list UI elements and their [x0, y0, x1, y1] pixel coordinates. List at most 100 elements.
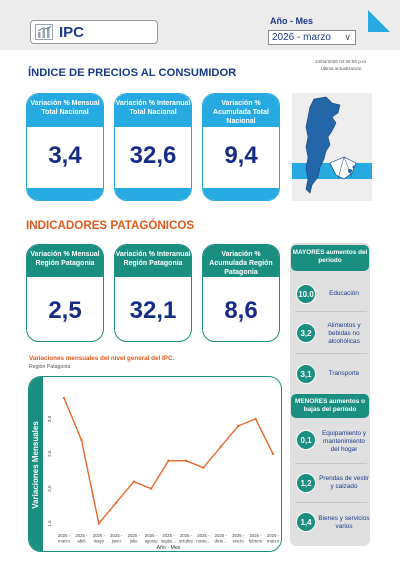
mayores-value-0: 10.0	[296, 284, 316, 304]
x-tick-label: febrero	[249, 539, 263, 544]
divider	[295, 463, 367, 464]
data-point	[236, 424, 240, 428]
timestamp-label: Última actualización	[320, 66, 362, 71]
timestamp: 14/04/2026 04:25:56 p.m.	[314, 59, 368, 64]
data-point	[219, 445, 222, 448]
chart-subtitle: Región Patagonia	[29, 364, 71, 370]
patagonia-title: INDICADORES PATAGÓNICOS	[26, 219, 195, 232]
x-tick-label: marzo	[58, 539, 71, 544]
mayores-value-2: 3,1	[296, 364, 316, 384]
mayores-label-0: Educación	[329, 290, 359, 297]
corner-decoration	[368, 10, 390, 32]
x-tick-label: 2025 -	[58, 533, 71, 538]
kpi-accumulated-patagonia: Variación % Acumulada Región Patagonia 8…	[202, 244, 280, 342]
mayores-header: MAYORES aumentos del período	[291, 245, 369, 271]
x-tick-label: 2025 -	[145, 533, 158, 538]
data-point	[167, 459, 170, 462]
logo-text: IPC	[59, 23, 85, 41]
kpi-label: Variación % Mensual Región Patagonia	[27, 245, 103, 277]
kpi-monthly-national: Variación % Mensual Total Nacional 3,4	[26, 93, 104, 201]
x-tick-label: septie...	[161, 539, 176, 544]
kpi-label: Variación % Acumulada Total Nacional	[203, 94, 279, 127]
kpi-value: 32,1	[129, 297, 177, 324]
x-tick-label: agosto	[145, 539, 159, 544]
x-tick-label: enero	[233, 539, 245, 544]
y-tick-label: 3,0	[47, 415, 52, 422]
data-point	[184, 459, 188, 462]
mayores-value-1: 3,2	[296, 323, 316, 343]
x-tick-label: 2026 -	[232, 533, 245, 538]
x-tick-label: 2025 -	[215, 533, 228, 538]
x-tick-label: novie...	[196, 539, 210, 544]
kpi-value: 9,4	[224, 142, 258, 169]
kpi-label: Variación % Interanual Total Nacional	[115, 94, 191, 127]
chart-card: Variaciones Mensuales 1,5 2,0 2,5 3,0 2025 -m…	[28, 376, 282, 552]
x-axis-label: Año - Mes	[157, 545, 181, 551]
kpi-accumulated-national: Variación % Acumulada Total Nacional 9,4	[202, 93, 280, 201]
x-tick-label: julio	[129, 539, 138, 544]
kpi-label: Variación % Interanual Región Patagonia	[115, 245, 191, 277]
kpi-label: Variación % Mensual Total Nacional	[27, 94, 103, 127]
data-point	[115, 501, 118, 504]
x-tick-label: marzo	[267, 539, 280, 544]
period-select[interactable]: 2026 - marzo ∨	[268, 30, 356, 45]
x-tick-label: 2025 -	[75, 533, 88, 538]
kpi-value: 3,4	[48, 142, 82, 169]
x-tick-label: abril	[77, 539, 85, 544]
x-tick-label: 2025 -	[162, 533, 175, 538]
argentina-map-icon	[292, 96, 372, 194]
chevron-down-icon: ∨	[344, 32, 351, 42]
menores-header: MENORES aumentos o bajas del período	[291, 394, 369, 418]
x-tick-label: 2025 -	[128, 533, 141, 538]
menores-label-0: Equipamiento y mantenimiento del hogar	[321, 430, 367, 453]
mayores-label-1: Alimentos y bebidas no alcohólicas	[327, 322, 361, 345]
y-axis-band	[29, 377, 43, 551]
x-tick-label: 2025 -	[180, 533, 193, 538]
kpi-value: 8,6	[224, 297, 258, 324]
x-tick-label: 2026 -	[249, 533, 262, 538]
data-point	[254, 417, 257, 421]
last-update: 14/04/2026 04:25:56 p.m. Última actualiz…	[300, 58, 382, 72]
kpi-label: Variación % Acumulada Región Patagonia	[203, 245, 279, 277]
divider	[295, 502, 367, 503]
x-tick-label: 2026 -	[267, 533, 280, 538]
kpi-interannual-national: Variación % Interanual Total Nacional 32…	[114, 93, 192, 201]
data-point	[97, 522, 101, 525]
menores-value-0: 0,1	[296, 430, 316, 450]
kpi-value: 32,6	[129, 142, 177, 169]
national-title: ÍNDICE DE PRECIOS AL CONSUMIDOR	[28, 67, 237, 79]
divider	[295, 311, 367, 312]
menores-value-1: 1,2	[296, 473, 316, 493]
x-tick-label: dicie...	[215, 539, 227, 544]
x-tick-label: 2025 -	[93, 533, 106, 538]
period-select-value: 2026 - marzo	[272, 32, 331, 43]
period-label: Año - Mes	[270, 16, 314, 26]
chart-title: Variaciones mensuales del nivel general …	[29, 355, 175, 362]
x-tick-label: junio	[111, 539, 122, 544]
menores-label-2: Bienes y servicios varios	[318, 515, 370, 530]
x-tick-label: mayo	[94, 539, 105, 544]
kpi-value: 2,5	[48, 297, 82, 324]
divider	[295, 353, 367, 354]
menores-label-1: Prendas de vestir y calzado	[319, 475, 369, 490]
x-tick-label: 2025 -	[197, 533, 210, 538]
menores-value-2: 1,4	[296, 512, 316, 532]
y-tick-label: 2,5	[47, 450, 52, 457]
data-point	[62, 396, 66, 400]
x-tick-label: octubre	[179, 539, 194, 544]
data-point	[149, 487, 153, 490]
data-point	[271, 452, 275, 455]
y-tick-label: 1,5	[47, 520, 52, 527]
mayores-label-2: Transporte	[328, 370, 360, 377]
kpi-interannual-patagonia: Variación % Interanual Región Patagonia …	[114, 244, 192, 342]
kpi-monthly-patagonia: Variación % Mensual Región Patagonia 2,5	[26, 244, 104, 342]
data-point	[202, 466, 205, 469]
x-tick-label: 2025 -	[110, 533, 123, 538]
data-point	[132, 480, 135, 483]
y-axis-label: Variaciones Mensuales	[31, 421, 40, 509]
y-tick-label: 2,0	[47, 485, 52, 492]
argentina-map	[292, 93, 372, 201]
data-point	[80, 438, 83, 442]
logo: IPC	[30, 20, 158, 44]
